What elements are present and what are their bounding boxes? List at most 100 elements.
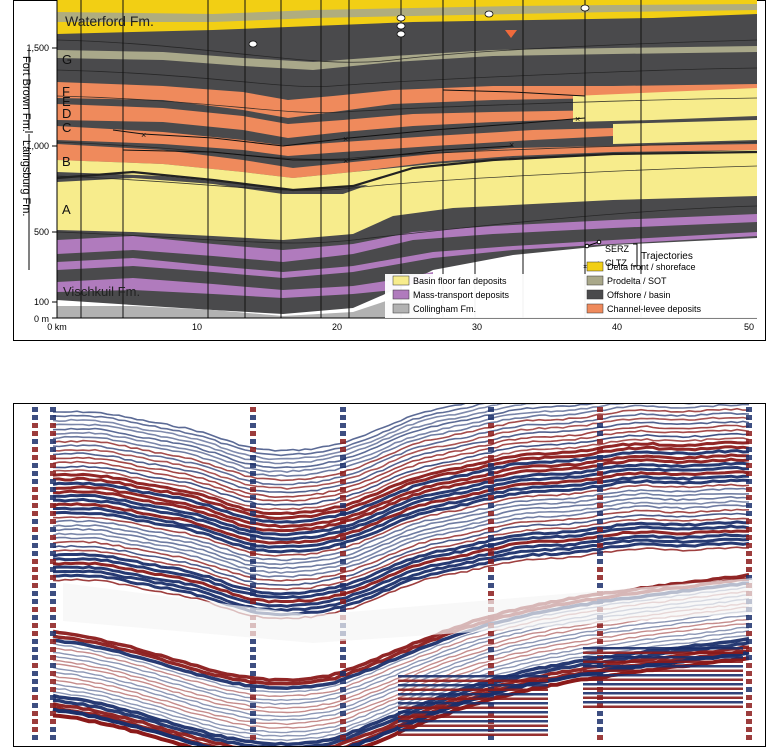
well-trace-segment xyxy=(50,711,56,716)
well-trace-segment xyxy=(50,671,56,676)
well-trace-segment xyxy=(50,647,56,652)
unit-label-f: F xyxy=(62,84,70,99)
legend-label: Delta front / shoreface xyxy=(607,262,696,272)
well-trace-segment xyxy=(32,431,38,436)
well-trace-segment xyxy=(488,511,494,516)
well-trace-segment xyxy=(32,647,38,652)
well-trace-segment xyxy=(488,479,494,484)
well-trace-segment xyxy=(50,455,56,460)
well-trace-segment xyxy=(340,511,346,516)
legend-swatch xyxy=(392,275,410,286)
well-trace-segment xyxy=(250,687,256,692)
well-trace-segment xyxy=(488,471,494,476)
reflector xyxy=(52,428,750,502)
well-trace-segment xyxy=(50,615,56,620)
well-trace-segment xyxy=(32,591,38,596)
well-trace-segment xyxy=(250,647,256,652)
well-trace-segment xyxy=(340,495,346,500)
stacked-reflector xyxy=(583,674,743,677)
reflector xyxy=(52,465,750,541)
well-trace-segment xyxy=(597,719,603,724)
well-trace-segment xyxy=(746,527,752,532)
x-tick-10: 10 xyxy=(192,322,202,332)
well-trace-segment xyxy=(32,607,38,612)
well-trace-segment xyxy=(746,663,752,668)
legend-label: Mass-transport deposits xyxy=(413,290,510,300)
well-trace-segment xyxy=(340,639,346,644)
well-trace-segment xyxy=(597,447,603,452)
reflector xyxy=(52,445,750,520)
well-trace-segment xyxy=(488,551,494,556)
cross-section-svg: × × × × × 1, xyxy=(13,0,767,342)
fan-right-upper xyxy=(573,88,757,122)
well-trace-segment xyxy=(488,567,494,572)
well-trace-segment xyxy=(50,535,56,540)
well-trace-segment xyxy=(32,415,38,420)
well-trace-segment xyxy=(250,407,256,412)
well-trace-segment xyxy=(488,535,494,540)
reflector xyxy=(52,495,750,570)
well-trace-segment xyxy=(250,471,256,476)
well-trace-segment xyxy=(746,647,752,652)
well-trace-segment xyxy=(597,519,603,524)
reflector xyxy=(52,622,750,729)
svg-text:×: × xyxy=(509,140,514,150)
well-trace-segment xyxy=(746,679,752,684)
well-trace-segment xyxy=(340,535,346,540)
well-trace-segment xyxy=(32,519,38,524)
well-trace-segment xyxy=(340,647,346,652)
reflector xyxy=(52,629,750,738)
reflector xyxy=(52,420,750,494)
well-trace-segment xyxy=(340,591,346,596)
well-trace-segment xyxy=(746,703,752,708)
well-trace-segment xyxy=(250,559,256,564)
svg-text:×: × xyxy=(343,156,348,166)
well-trace-segment xyxy=(488,503,494,508)
well-trace-segment xyxy=(746,455,752,460)
well-trace-segment xyxy=(250,735,256,740)
well-trace-segment xyxy=(597,511,603,516)
well-trace-segment xyxy=(32,631,38,636)
well-trace-segment xyxy=(250,511,256,516)
well-trace-segment xyxy=(250,455,256,460)
x-tick-50: 50 xyxy=(744,322,754,332)
stacked-reflector xyxy=(583,656,743,659)
reflector xyxy=(53,474,750,549)
well-trace-segment xyxy=(32,535,38,540)
well-trace-segment xyxy=(597,679,603,684)
well-trace-segment xyxy=(488,407,494,412)
stacked-reflector xyxy=(398,715,548,718)
well-trace-segment xyxy=(597,543,603,548)
well-trace-segment xyxy=(250,639,256,644)
stacked-reflector xyxy=(583,678,743,681)
legend-swatch xyxy=(392,303,410,314)
reflector xyxy=(52,457,750,533)
well-trace-segment xyxy=(340,455,346,460)
well-trace-segment xyxy=(250,519,256,524)
well-trace-segment xyxy=(488,527,494,532)
well-trace-segment xyxy=(32,727,38,732)
reflector xyxy=(52,483,750,557)
well-trace-segment xyxy=(340,543,346,548)
well-trace-segment xyxy=(340,575,346,580)
well-trace-segment xyxy=(488,439,494,444)
well-trace-segment xyxy=(746,711,752,716)
well-trace-segment xyxy=(746,567,752,572)
well-trace-segment xyxy=(746,495,752,500)
well-trace-segment xyxy=(340,567,346,572)
reflector xyxy=(52,529,749,604)
well-trace-segment xyxy=(32,679,38,684)
legend-label: Offshore / basin xyxy=(607,290,670,300)
reflector xyxy=(52,533,750,608)
well-trace-segment xyxy=(340,711,346,716)
well-trace-segment xyxy=(250,583,256,588)
well-trace-segment xyxy=(488,655,494,660)
well-trace-segment xyxy=(32,639,38,644)
well-trace-segment xyxy=(597,727,603,732)
well-trace-segment xyxy=(488,735,494,740)
well-trace-segment xyxy=(50,431,56,436)
well-trace-segment xyxy=(250,423,256,428)
well-trace-segment xyxy=(746,439,752,444)
reflector xyxy=(52,453,750,529)
well-trace-segment xyxy=(32,671,38,676)
